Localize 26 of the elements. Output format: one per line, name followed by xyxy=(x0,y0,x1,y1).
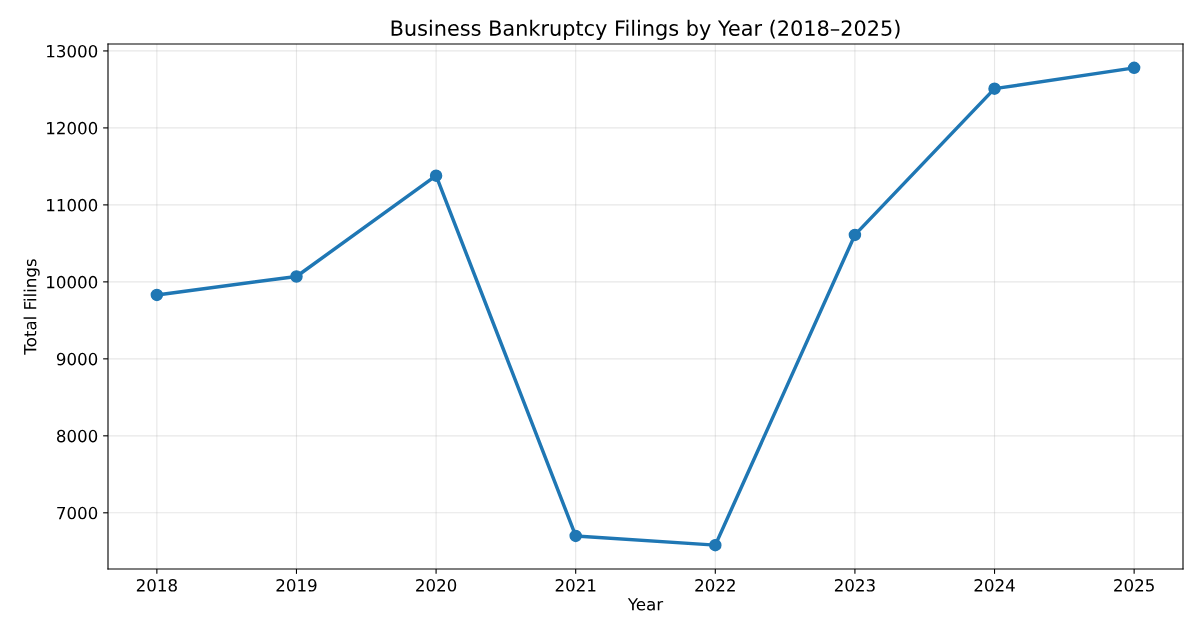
x-tick-label: 2025 xyxy=(1114,579,1154,592)
y-tick-label: 12000 xyxy=(47,121,98,135)
point xyxy=(290,270,303,283)
x-tick-label: 2023 xyxy=(834,579,875,592)
point xyxy=(429,169,443,182)
x-tick-label: 2022 xyxy=(695,579,735,592)
point xyxy=(569,529,582,543)
y-tick-label: 10000 xyxy=(47,275,98,289)
y-tick-label: 13000 xyxy=(47,44,98,58)
point xyxy=(150,288,164,302)
y-axis-title: Total Filings xyxy=(23,259,40,355)
point xyxy=(848,228,862,242)
y-tick-label: 9000 xyxy=(56,352,98,366)
x-tick-label: 2020 xyxy=(416,579,457,592)
point xyxy=(988,82,1001,95)
x-tick-label: 2019 xyxy=(276,579,317,592)
chart-title: Business Bankruptcy Filings by Year (2018–2025) xyxy=(391,19,900,40)
x-axis-title: Year xyxy=(627,598,664,611)
x-tick-label: 2024 xyxy=(974,579,1015,592)
point xyxy=(709,538,722,552)
x-tick-label: 2021 xyxy=(555,579,596,592)
y-tick-label: 7000 xyxy=(57,506,98,520)
y-tick-label: 8000 xyxy=(56,429,98,443)
y-tick-label: 11000 xyxy=(47,198,98,212)
x-tick-label: 2018 xyxy=(136,579,177,592)
point xyxy=(1127,61,1141,75)
